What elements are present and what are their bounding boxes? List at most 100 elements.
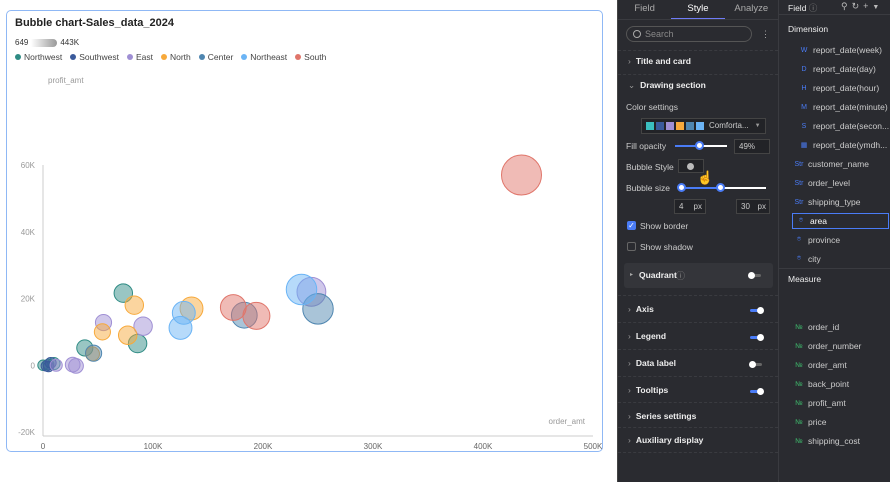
field-label: report_date(hour)	[813, 83, 880, 93]
legend-toggle[interactable]	[750, 334, 764, 341]
bubble	[168, 315, 193, 340]
legend-item[interactable]: South	[295, 52, 326, 62]
legend-dot	[198, 54, 205, 60]
dimension-field[interactable]: ▦ report_date(ymdh...	[799, 140, 888, 150]
show-shadow-checkbox[interactable]	[627, 242, 636, 251]
field-label: customer_name	[808, 159, 869, 169]
search-input[interactable]: Search	[626, 26, 752, 42]
fill-opacity-input[interactable]: 49%	[734, 139, 770, 154]
bubble-size-max-input[interactable]: 30 px	[736, 199, 770, 214]
info-icon[interactable]: ⓘ	[808, 3, 818, 13]
circle-icon	[687, 163, 694, 170]
max-handle[interactable]	[716, 183, 725, 192]
more-icon[interactable]: ⋮	[761, 29, 770, 39]
number-icon: №	[795, 342, 803, 350]
axis-toggle[interactable]	[750, 307, 764, 314]
data-label-toggle[interactable]	[749, 361, 762, 368]
section-drawing[interactable]: ⌄ Drawing section	[628, 80, 706, 90]
search-icon[interactable]: ⚲	[841, 1, 852, 11]
color-swatch	[696, 122, 704, 130]
dimension-field[interactable]: ⌾ province	[794, 235, 840, 245]
bubble-size-range-slider[interactable]	[677, 183, 766, 192]
section-title-and-card[interactable]: › Title and card	[628, 56, 691, 66]
bubble	[124, 295, 145, 315]
chevron-down-icon[interactable]: ▼	[872, 4, 884, 11]
value: 4	[679, 202, 684, 211]
value: 30	[741, 202, 750, 211]
tab-field[interactable]: Field	[634, 3, 655, 14]
refresh-icon[interactable]: ↻	[851, 1, 864, 11]
color-swatch	[666, 122, 674, 130]
bubble	[113, 283, 134, 303]
field-type-icon: Str	[794, 198, 804, 206]
legend-item[interactable]: Northwest	[15, 52, 62, 62]
measure-field[interactable]: № back_point	[794, 379, 849, 389]
bubble	[171, 300, 196, 325]
label: Tooltips	[635, 385, 669, 395]
section-quadrant[interactable]: ▸ Quadrant ⓘ	[624, 263, 773, 288]
field-type-icon: M	[801, 103, 807, 111]
field-label: report_date(minute)	[813, 102, 888, 112]
section-series-settings[interactable]: › Series settings	[628, 411, 697, 421]
palette-select[interactable]: Comforta... ▼	[641, 118, 766, 134]
tooltips-toggle[interactable]	[750, 388, 764, 395]
measure-field[interactable]: № profit_amt	[794, 398, 846, 408]
tab-analyze[interactable]: Analyze	[734, 3, 769, 14]
bubble	[93, 323, 111, 341]
bubble-style-button[interactable]	[678, 159, 704, 173]
field-label: city	[808, 254, 821, 264]
dimension-field[interactable]: Str shipping_type	[794, 197, 861, 207]
y-tick-label: 40K	[21, 228, 36, 237]
bubble	[133, 316, 153, 336]
dimension-field[interactable]: Str customer_name	[794, 159, 869, 169]
bubble	[285, 273, 318, 306]
bubble-size-label: Bubble size	[626, 183, 670, 193]
quadrant-toggle[interactable]	[748, 272, 761, 279]
label: Title and card	[635, 56, 691, 66]
legend-item[interactable]: Southwest	[70, 52, 119, 62]
x-tick-label: 200K	[254, 442, 273, 451]
plus-icon[interactable]: +	[863, 1, 873, 11]
dimension-field[interactable]: ⌾ city	[794, 254, 821, 264]
measure-field[interactable]: № shipping_cost	[794, 436, 860, 446]
info-icon[interactable]: ⓘ	[676, 271, 686, 281]
fill-opacity-slider[interactable]	[675, 141, 727, 150]
chart-card[interactable]: Bubble chart-Sales_data_2024 649 443K No…	[6, 10, 603, 452]
bubble	[230, 301, 258, 329]
field-type-icon: D	[801, 65, 807, 73]
label: Auxiliary display	[635, 435, 704, 445]
unit: px	[757, 202, 766, 211]
section-data-label[interactable]: › Data label	[628, 358, 676, 368]
unit: px	[693, 202, 702, 211]
measure-field[interactable]: № order_number	[794, 341, 861, 351]
min-handle[interactable]	[677, 183, 686, 192]
legend-item[interactable]: Northeast	[241, 52, 287, 62]
legend-dot	[126, 54, 133, 60]
legend-item[interactable]: Center	[198, 52, 233, 62]
legend-item[interactable]: East	[126, 52, 153, 62]
measure-field[interactable]: № order_amt	[794, 360, 847, 370]
dimension-field[interactable]: Str order_level	[794, 178, 851, 188]
measure-field[interactable]: № price	[794, 417, 826, 427]
legend-label: East	[135, 52, 153, 62]
bubble-size-min-input[interactable]: 4 px	[674, 199, 706, 214]
legend-dot	[15, 54, 21, 60]
tab-style[interactable]: Style	[671, 0, 725, 19]
section-auxiliary-display[interactable]: › Auxiliary display	[628, 435, 704, 445]
show-border-label: Show border	[640, 221, 689, 231]
section-tooltips[interactable]: › Tooltips	[628, 385, 669, 395]
legend-item[interactable]: North	[160, 52, 191, 62]
x-axis-title: order_amt	[549, 417, 586, 426]
measure-field[interactable]: № order_id	[794, 322, 839, 332]
dimension-field[interactable]: ⌾ area	[792, 213, 889, 229]
show-border-checkbox[interactable]: ✓	[627, 221, 636, 230]
section-axis[interactable]: › Axis	[628, 304, 654, 314]
bubble	[76, 339, 94, 357]
section-legend[interactable]: › Legend	[628, 331, 667, 341]
